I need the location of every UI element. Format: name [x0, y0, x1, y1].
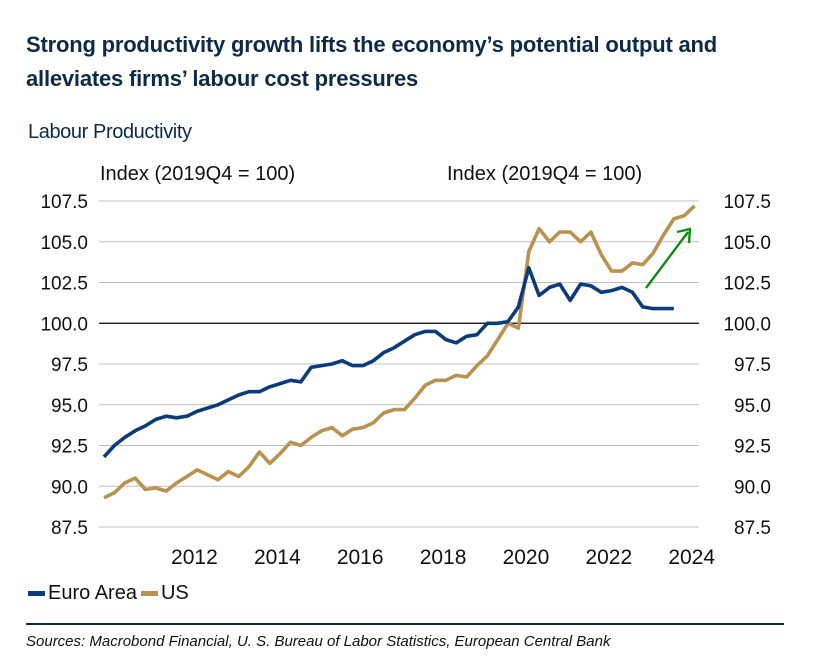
y-tick-label-left: 107.5 — [40, 192, 88, 213]
left-axis-unit-label: Index (2019Q4 = 100) — [100, 163, 296, 185]
annotation — [645, 227, 692, 289]
us-line — [103, 204, 696, 500]
x-tick-label: 2016 — [337, 546, 384, 569]
y-tick-label-right: 87.5 — [734, 518, 771, 539]
right-y-axis: 107.5 105.0 102.5 100.0 97.5 95.0 92.5 90.0 87.5 — [723, 192, 771, 539]
y-tick-label-left: 90.0 — [51, 477, 88, 498]
trend-arrow-head — [676, 227, 692, 244]
y-tick-label-left: 102.5 — [40, 274, 88, 295]
chart-subtitle: Labour Productivity — [28, 121, 192, 143]
left-y-axis: 107.5 105.0 102.5 100.0 97.5 95.0 92.5 90.0 87.5 — [40, 192, 88, 539]
x-tick-label: 2012 — [171, 546, 218, 569]
footer-divider — [26, 623, 784, 625]
sources-note: Sources: Macrobond Financial, U. S. Bure… — [26, 633, 611, 650]
x-tick-label: 2020 — [503, 546, 550, 569]
y-tick-label-left: 100.0 — [40, 314, 88, 335]
y-tick-label-right: 97.5 — [734, 355, 771, 376]
gridlines — [99, 200, 699, 528]
legend-label-euro-area: Euro Area — [48, 582, 137, 604]
legend-item-us: US — [140, 582, 189, 605]
y-tick-label-right: 95.0 — [734, 396, 771, 417]
chart-title: Strong productivity growth lifts the eco… — [26, 32, 717, 91]
trend-arrow-shaft — [645, 231, 689, 289]
right-axis-unit-label: Index (2019Q4 = 100) — [447, 163, 643, 185]
y-tick-label-left: 97.5 — [51, 355, 88, 376]
legend-label-us: US — [160, 582, 189, 604]
legend-swatch-euro-area — [28, 591, 45, 596]
y-tick-label-right: 105.0 — [723, 233, 771, 254]
x-tick-label: 2018 — [420, 546, 467, 569]
y-tick-label-left: 105.0 — [40, 233, 88, 254]
legend: Euro Area US — [28, 582, 193, 605]
x-tick-label: 2014 — [254, 546, 301, 569]
legend-swatch-us — [140, 591, 158, 596]
y-tick-label-left: 95.0 — [51, 396, 88, 417]
y-tick-label-left: 92.5 — [51, 437, 88, 458]
euro-area-line — [102, 265, 674, 459]
y-tick-label-right: 107.5 — [723, 192, 771, 213]
legend-item-euro-area: Euro Area — [28, 582, 137, 605]
y-tick-label-right: 92.5 — [734, 437, 771, 458]
series-lines — [102, 204, 696, 500]
y-tick-label-right: 90.0 — [734, 477, 771, 498]
y-tick-label-left: 87.5 — [51, 518, 88, 539]
y-tick-label-right: 100.0 — [723, 314, 771, 335]
x-tick-label: 2024 — [668, 546, 715, 569]
x-tick-label: 2022 — [585, 546, 632, 569]
x-axis: 2012 2014 2016 2018 2020 2022 2024 — [171, 546, 715, 569]
y-tick-label-right: 102.5 — [723, 274, 771, 295]
